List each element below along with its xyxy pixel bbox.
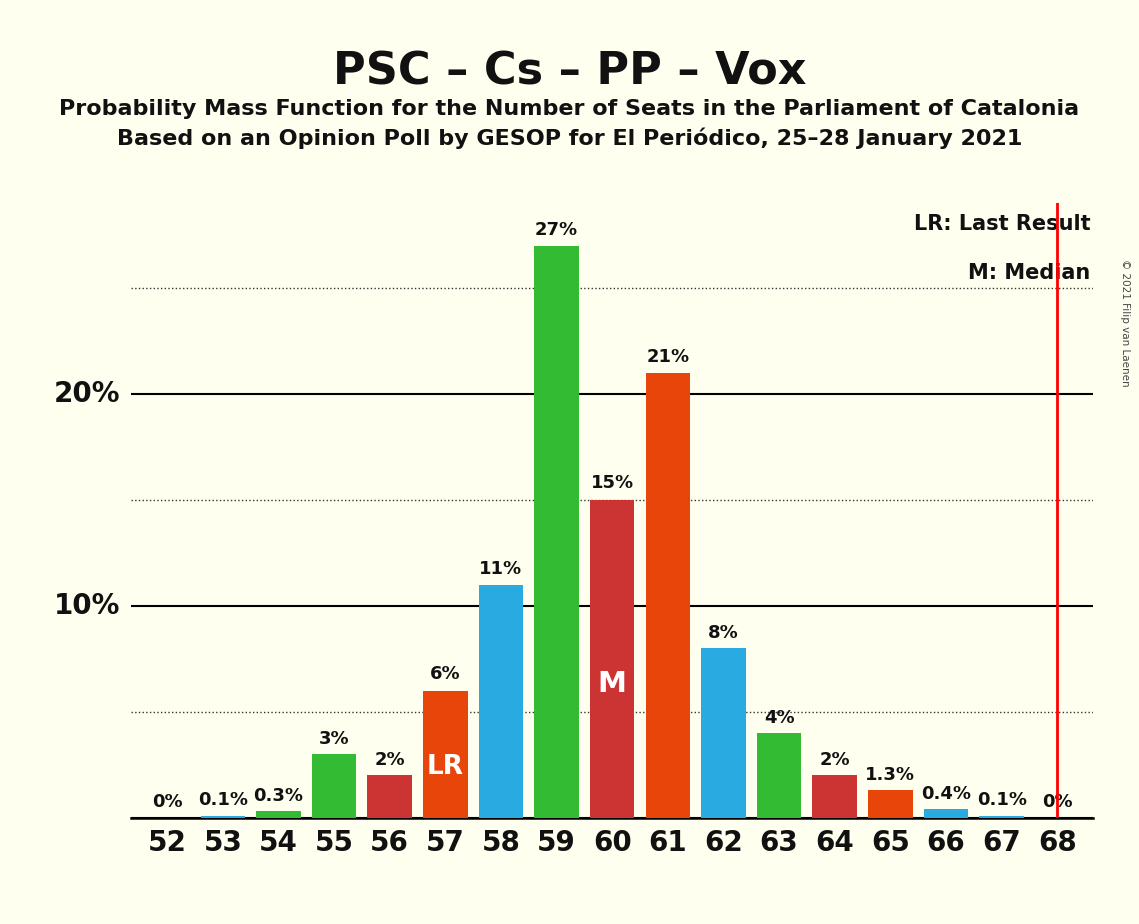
Text: 0.3%: 0.3%: [253, 787, 303, 805]
Text: 21%: 21%: [646, 348, 689, 367]
Text: PSC – Cs – PP – Vox: PSC – Cs – PP – Vox: [333, 51, 806, 94]
Bar: [368, 775, 412, 818]
Text: 20%: 20%: [54, 380, 120, 408]
Text: © 2021 Filip van Laenen: © 2021 Filip van Laenen: [1121, 259, 1130, 386]
Bar: [256, 811, 301, 818]
Bar: [702, 649, 746, 818]
Text: 2%: 2%: [819, 751, 850, 769]
Bar: [980, 816, 1024, 818]
Text: Probability Mass Function for the Number of Seats in the Parliament of Catalonia: Probability Mass Function for the Number…: [59, 99, 1080, 119]
Text: 10%: 10%: [54, 592, 120, 620]
Text: Based on an Opinion Poll by GESOP for El Periódico, 25–28 January 2021: Based on an Opinion Poll by GESOP for El…: [117, 128, 1022, 149]
Bar: [423, 690, 468, 818]
Text: 0%: 0%: [1042, 794, 1073, 811]
Bar: [924, 809, 968, 818]
Text: 27%: 27%: [535, 222, 579, 239]
Text: 11%: 11%: [480, 560, 523, 578]
Bar: [590, 500, 634, 818]
Text: 3%: 3%: [319, 730, 350, 748]
Text: 6%: 6%: [431, 665, 460, 683]
Text: LR: LR: [427, 754, 464, 780]
Bar: [312, 754, 357, 818]
Text: 8%: 8%: [708, 624, 739, 642]
Bar: [646, 372, 690, 818]
Text: 4%: 4%: [764, 709, 794, 726]
Text: 1.3%: 1.3%: [866, 766, 916, 784]
Bar: [812, 775, 857, 818]
Bar: [868, 790, 912, 818]
Text: M: M: [598, 670, 626, 699]
Bar: [200, 816, 245, 818]
Text: 0.4%: 0.4%: [921, 784, 972, 803]
Text: 0.1%: 0.1%: [976, 791, 1026, 809]
Bar: [756, 733, 802, 818]
Text: 15%: 15%: [591, 475, 633, 492]
Bar: [478, 585, 523, 818]
Bar: [534, 246, 579, 818]
Text: 2%: 2%: [375, 751, 405, 769]
Text: 0.1%: 0.1%: [198, 791, 248, 809]
Text: 0%: 0%: [151, 794, 182, 811]
Text: M: Median: M: Median: [968, 262, 1091, 283]
Text: LR: Last Result: LR: Last Result: [913, 213, 1091, 234]
